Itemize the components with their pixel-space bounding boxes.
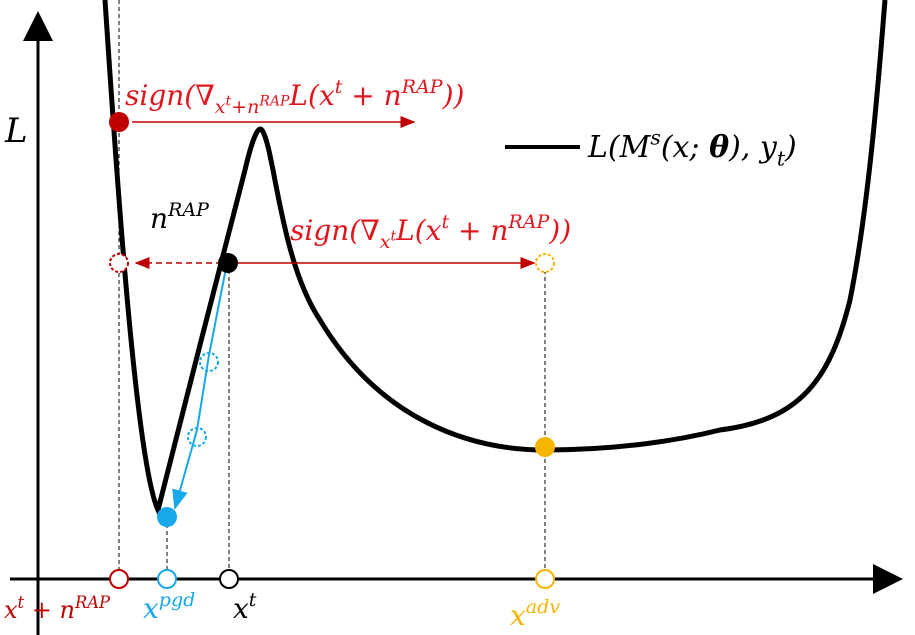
y-axis-label: L	[4, 111, 28, 151]
label-part: + n	[342, 79, 401, 112]
label-part: t	[335, 76, 343, 98]
label-part: )	[784, 130, 797, 165]
x-axis-label: xt	[233, 589, 257, 625]
label-part: t	[18, 593, 25, 612]
label-part: t	[226, 94, 232, 110]
label-part: + n	[449, 214, 508, 247]
label-part: sign(∇	[125, 79, 215, 112]
label-part: θ	[709, 130, 729, 165]
loss-curve	[102, 0, 888, 518]
label-part: s	[650, 125, 660, 149]
label-part: x	[380, 231, 391, 253]
x-axis-label: xt + nRAP	[4, 593, 111, 624]
label-part: RAP	[401, 76, 444, 98]
label-part: ))	[442, 79, 465, 112]
label-part: t	[441, 211, 449, 233]
label-part: x	[143, 592, 159, 625]
label-part: x	[4, 596, 18, 624]
x-axis-label: xadv	[510, 596, 560, 632]
label-part: + n	[24, 596, 75, 624]
label-part: ), y	[728, 130, 778, 165]
label-part: x	[215, 96, 226, 118]
label-part: t	[391, 229, 397, 245]
label-part: RAP	[507, 211, 550, 233]
annotation: nRAP	[150, 199, 210, 235]
label-part: n	[150, 202, 168, 235]
label-part: t	[777, 146, 786, 170]
legend-label: L(Ms(x; θ), yt)	[587, 125, 797, 170]
label-part: adv	[526, 596, 561, 618]
label-part: L(x	[288, 79, 335, 112]
label-part: sign(∇	[290, 214, 380, 247]
label-part: RAP	[74, 593, 111, 612]
label-part: pgd	[159, 589, 196, 611]
annotation: sign(∇xt+nRAPL(xt + nRAP))	[125, 76, 464, 118]
label-part: L(x	[395, 214, 442, 247]
label-part: RAP	[258, 94, 290, 110]
label-part: t	[249, 589, 257, 611]
annotation: sign(∇xtL(xt + nRAP))	[290, 211, 571, 253]
label-part: ))	[548, 214, 571, 247]
pgd-path	[172, 267, 227, 510]
label-part: x	[233, 592, 249, 625]
points	[109, 112, 555, 589]
label-part: x	[510, 599, 526, 632]
label-part: L(M	[587, 130, 652, 165]
x-axis-label: xpgd	[143, 589, 195, 625]
label-part: (x;	[661, 130, 709, 165]
label-part: +n	[231, 96, 259, 118]
label-part: RAP	[167, 199, 210, 221]
